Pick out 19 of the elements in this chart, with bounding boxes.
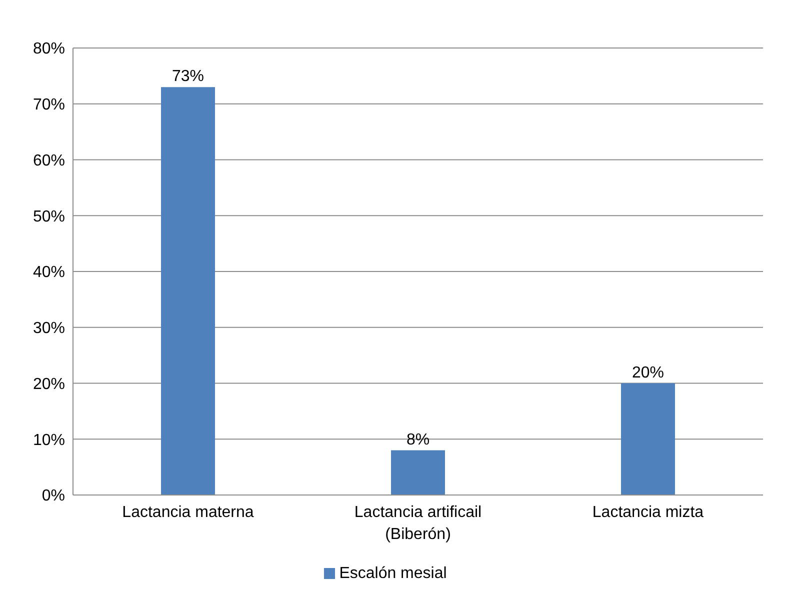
y-tick-label: 10% — [32, 432, 65, 449]
data-label: 73% — [172, 68, 204, 86]
bar — [391, 450, 445, 495]
legend-label: Escalón mesial — [339, 565, 447, 582]
y-tick-label: 50% — [32, 208, 65, 226]
y-tick-label: 40% — [32, 264, 65, 282]
bar — [161, 87, 215, 495]
x-tick-label: Lactancia materna — [122, 504, 254, 521]
x-tick-label: Lactancia mizta — [592, 504, 704, 521]
bar — [621, 383, 675, 495]
y-tick-label: 30% — [32, 320, 65, 338]
y-tick-label: 0% — [42, 488, 65, 505]
y-tick-label: 80% — [32, 40, 65, 58]
x-tick-label: Lactancia artificail (Biberón) — [354, 504, 482, 543]
y-tick-label: 70% — [32, 96, 65, 114]
data-label: 8% — [406, 431, 430, 448]
data-label: 20% — [632, 364, 664, 382]
y-tick-label: 20% — [32, 376, 65, 393]
y-tick-label: 60% — [32, 152, 65, 170]
